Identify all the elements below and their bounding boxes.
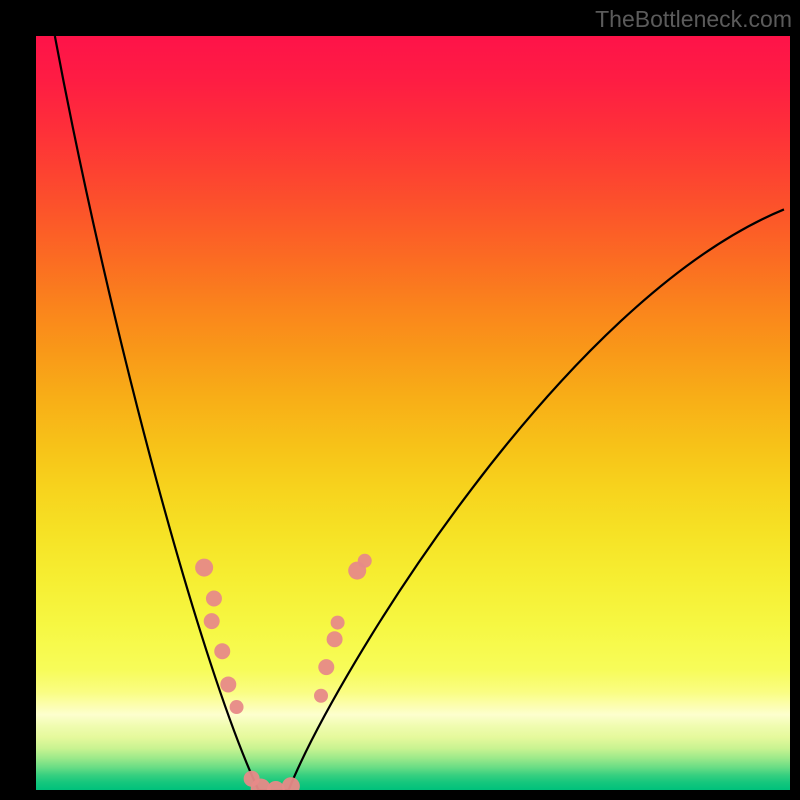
data-marker	[214, 643, 230, 659]
data-marker	[282, 777, 300, 790]
curve-right-branch	[289, 209, 784, 790]
watermark-text: TheBottleneck.com	[595, 6, 792, 33]
data-marker	[314, 689, 328, 703]
plot-area	[36, 36, 790, 790]
data-marker	[318, 659, 334, 675]
data-markers	[195, 554, 372, 790]
data-marker	[327, 631, 343, 647]
data-marker	[220, 676, 236, 692]
data-marker	[206, 590, 222, 606]
data-marker	[358, 554, 372, 568]
data-marker	[230, 700, 244, 714]
data-marker	[204, 613, 220, 629]
data-marker	[331, 616, 345, 630]
chart-container: TheBottleneck.com	[0, 0, 800, 800]
data-marker	[195, 559, 213, 577]
curve-layer	[36, 36, 790, 790]
